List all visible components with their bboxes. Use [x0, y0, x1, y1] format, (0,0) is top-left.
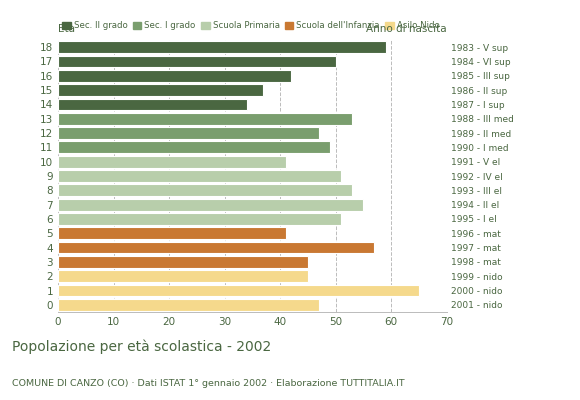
Text: Età: Età	[58, 24, 75, 34]
Bar	[58, 170, 341, 182]
Bar	[58, 98, 246, 110]
Bar	[58, 156, 285, 168]
Text: COMUNE DI CANZO (CO) · Dati ISTAT 1° gennaio 2002 · Elaborazione TUTTITALIA.IT: COMUNE DI CANZO (CO) · Dati ISTAT 1° gen…	[12, 379, 404, 388]
Bar	[58, 113, 352, 125]
Text: Popolazione per età scolastica - 2002: Popolazione per età scolastica - 2002	[12, 340, 271, 354]
Bar	[58, 242, 375, 254]
Bar	[58, 299, 319, 311]
Bar	[58, 285, 419, 296]
Text: Anno di nascita: Anno di nascita	[366, 24, 447, 34]
Bar	[58, 127, 319, 139]
Bar	[58, 213, 341, 225]
Legend: Sec. II grado, Sec. I grado, Scuola Primaria, Scuola dell'Infanzia, Asilo Nido: Sec. II grado, Sec. I grado, Scuola Prim…	[62, 21, 439, 30]
Bar	[58, 41, 386, 53]
Bar	[58, 270, 308, 282]
Bar	[58, 142, 330, 153]
Bar	[58, 256, 308, 268]
Bar	[58, 70, 291, 82]
Bar	[58, 184, 352, 196]
Bar	[58, 84, 263, 96]
Bar	[58, 56, 336, 67]
Bar	[58, 227, 285, 239]
Bar	[58, 199, 363, 210]
